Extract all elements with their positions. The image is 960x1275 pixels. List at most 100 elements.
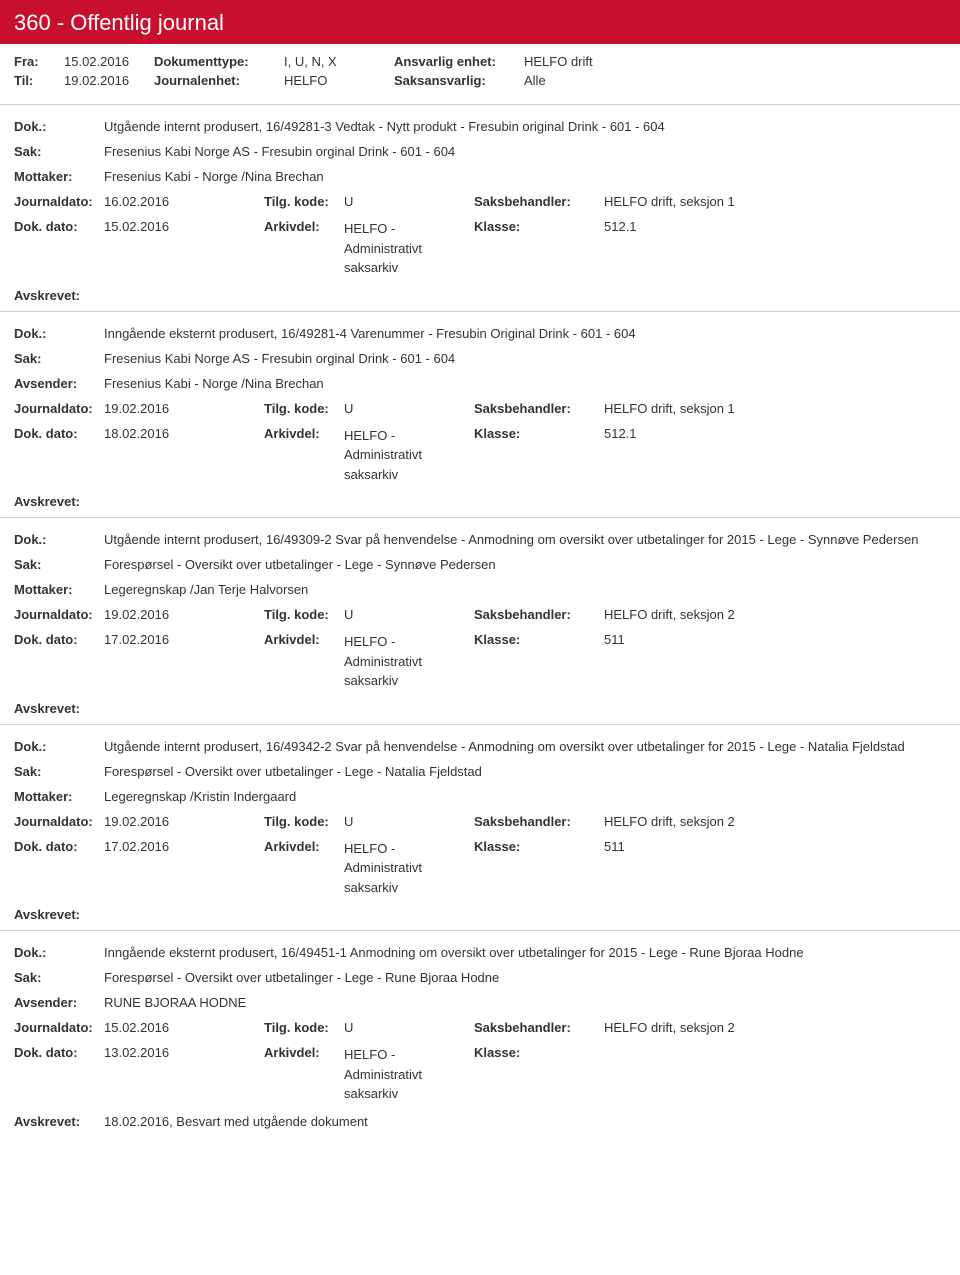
journaldato-value: 15.02.2016 (104, 1020, 264, 1035)
journal-entry: Dok.: Inngående eksternt produsert, 16/4… (0, 312, 960, 519)
avskrevet-value (104, 907, 946, 922)
detail-row-2: Dok. dato: 17.02.2016 Arkivdel: HELFO - … (14, 632, 946, 691)
party-value: Legeregnskap /Kristin Indergaard (104, 789, 946, 804)
dok-row: Dok.: Inngående eksternt produsert, 16/4… (14, 945, 946, 960)
party-label: Avsender: (14, 376, 104, 391)
avskrevet-label: Avskrevet: (14, 907, 104, 922)
tilgkode-value: U (344, 401, 474, 416)
detail-row-2: Dok. dato: 13.02.2016 Arkivdel: HELFO - … (14, 1045, 946, 1104)
journal-entry: Dok.: Utgående internt produsert, 16/492… (0, 105, 960, 312)
journal-entry: Dok.: Utgående internt produsert, 16/493… (0, 725, 960, 932)
detail-row-1: Journaldato: 19.02.2016 Tilg. kode: U Sa… (14, 607, 946, 622)
dok-value: Utgående internt produsert, 16/49281-3 V… (104, 119, 946, 134)
arkivdel-value: HELFO - Administrativt saksarkiv (344, 839, 474, 898)
journaldato-value: 19.02.2016 (104, 814, 264, 829)
klasse-value: 512.1 (604, 219, 946, 278)
sak-row: Sak: Forespørsel - Oversikt over utbetal… (14, 557, 946, 572)
detail-row-1: Journaldato: 19.02.2016 Tilg. kode: U Sa… (14, 814, 946, 829)
dokdato-value: 18.02.2016 (104, 426, 264, 485)
party-value: Legeregnskap /Jan Terje Halvorsen (104, 582, 946, 597)
arkivdel-value: HELFO - Administrativt saksarkiv (344, 632, 474, 691)
sak-row: Sak: Forespørsel - Oversikt over utbetal… (14, 970, 946, 985)
sak-value: Forespørsel - Oversikt over utbetalinger… (104, 764, 946, 779)
detail-row-2: Dok. dato: 17.02.2016 Arkivdel: HELFO - … (14, 839, 946, 898)
journaldato-label: Journaldato: (14, 814, 104, 829)
avskrevet-label: Avskrevet: (14, 1114, 104, 1129)
arkivdel-value: HELFO - Administrativt saksarkiv (344, 426, 474, 485)
klasse-label: Klasse: (474, 632, 604, 691)
dok-value: Utgående internt produsert, 16/49309-2 S… (104, 532, 946, 547)
dok-label: Dok.: (14, 945, 104, 960)
avskrevet-label: Avskrevet: (14, 494, 104, 509)
ansvarlig-value: HELFO drift (524, 54, 946, 69)
page-title: 360 - Offentlig journal (14, 10, 224, 35)
avskrevet-row: Avskrevet: (14, 907, 946, 922)
saksbehandler-label: Saksbehandler: (474, 401, 604, 416)
dok-value: Inngående eksternt produsert, 16/49451-1… (104, 945, 946, 960)
journal-entry: Dok.: Utgående internt produsert, 16/493… (0, 518, 960, 725)
saksbehandler-value: HELFO drift, seksjon 2 (604, 607, 946, 622)
saksbehandler-value: HELFO drift, seksjon 2 (604, 814, 946, 829)
party-row: Mottaker: Legeregnskap /Jan Terje Halvor… (14, 582, 946, 597)
meta-row-2: Til: 19.02.2016 Journalenhet: HELFO Saks… (14, 73, 946, 88)
journaldato-value: 19.02.2016 (104, 401, 264, 416)
sak-row: Sak: Fresenius Kabi Norge AS - Fresubin … (14, 351, 946, 366)
sak-value: Forespørsel - Oversikt over utbetalinger… (104, 557, 946, 572)
page-header: 360 - Offentlig journal (0, 0, 960, 44)
meta-section: Fra: 15.02.2016 Dokumenttype: I, U, N, X… (0, 44, 960, 105)
sak-label: Sak: (14, 970, 104, 985)
journal-entry: Dok.: Inngående eksternt produsert, 16/4… (0, 931, 960, 1129)
sak-row: Sak: Forespørsel - Oversikt over utbetal… (14, 764, 946, 779)
saksbehandler-value: HELFO drift, seksjon 1 (604, 194, 946, 209)
journaldato-label: Journaldato: (14, 607, 104, 622)
sak-value: Forespørsel - Oversikt over utbetalinger… (104, 970, 946, 985)
ansvarlig-label: Ansvarlig enhet: (394, 54, 524, 69)
klasse-label: Klasse: (474, 1045, 604, 1104)
dok-label: Dok.: (14, 532, 104, 547)
journalenhet-value: HELFO (284, 73, 394, 88)
saksbehandler-label: Saksbehandler: (474, 607, 604, 622)
journaldato-label: Journaldato: (14, 194, 104, 209)
arkivdel-label: Arkivdel: (264, 1045, 344, 1104)
tilgkode-label: Tilg. kode: (264, 814, 344, 829)
party-row: Mottaker: Fresenius Kabi - Norge /Nina B… (14, 169, 946, 184)
arkivdel-label: Arkivdel: (264, 426, 344, 485)
sak-label: Sak: (14, 557, 104, 572)
party-row: Mottaker: Legeregnskap /Kristin Indergaa… (14, 789, 946, 804)
avskrevet-value (104, 288, 946, 303)
fra-value: 15.02.2016 (64, 54, 154, 69)
entries-container: Dok.: Utgående internt produsert, 16/492… (0, 105, 960, 1129)
avskrevet-value: 18.02.2016, Besvart med utgående dokumen… (104, 1114, 946, 1129)
party-row: Avsender: Fresenius Kabi - Norge /Nina B… (14, 376, 946, 391)
dokdato-value: 17.02.2016 (104, 632, 264, 691)
party-label: Avsender: (14, 995, 104, 1010)
detail-row-1: Journaldato: 19.02.2016 Tilg. kode: U Sa… (14, 401, 946, 416)
avskrevet-row: Avskrevet: 18.02.2016, Besvart med utgåe… (14, 1114, 946, 1129)
party-label: Mottaker: (14, 169, 104, 184)
avskrevet-value (104, 494, 946, 509)
journaldato-value: 19.02.2016 (104, 607, 264, 622)
saksansvarlig-value: Alle (524, 73, 946, 88)
avskrevet-row: Avskrevet: (14, 701, 946, 716)
til-value: 19.02.2016 (64, 73, 154, 88)
doktype-value: I, U, N, X (284, 54, 394, 69)
journaldato-value: 16.02.2016 (104, 194, 264, 209)
dokdato-label: Dok. dato: (14, 219, 104, 278)
saksbehandler-value: HELFO drift, seksjon 1 (604, 401, 946, 416)
party-label: Mottaker: (14, 789, 104, 804)
sak-row: Sak: Fresenius Kabi Norge AS - Fresubin … (14, 144, 946, 159)
tilgkode-value: U (344, 194, 474, 209)
saksbehandler-value: HELFO drift, seksjon 2 (604, 1020, 946, 1035)
dok-row: Dok.: Utgående internt produsert, 16/493… (14, 739, 946, 754)
journaldato-label: Journaldato: (14, 401, 104, 416)
saksbehandler-label: Saksbehandler: (474, 1020, 604, 1035)
detail-row-2: Dok. dato: 18.02.2016 Arkivdel: HELFO - … (14, 426, 946, 485)
tilgkode-value: U (344, 814, 474, 829)
dokdato-label: Dok. dato: (14, 426, 104, 485)
arkivdel-label: Arkivdel: (264, 632, 344, 691)
doktype-label: Dokumenttype: (154, 54, 284, 69)
saksbehandler-label: Saksbehandler: (474, 814, 604, 829)
party-value: Fresenius Kabi - Norge /Nina Brechan (104, 376, 946, 391)
klasse-label: Klasse: (474, 839, 604, 898)
tilgkode-label: Tilg. kode: (264, 194, 344, 209)
